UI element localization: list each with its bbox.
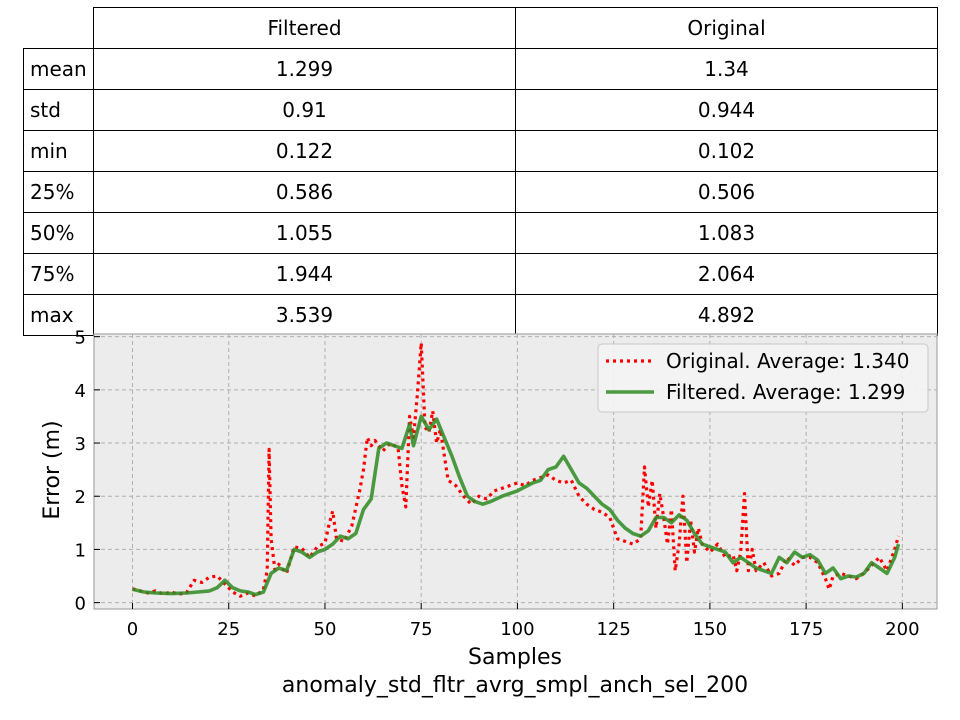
y-tick-label: 3	[75, 434, 86, 455]
filtered-value: 3.539	[93, 294, 516, 336]
row-label: std	[23, 89, 94, 131]
chart-caption: anomaly_std_fltr_avrg_smpl_anch_sel_200	[282, 673, 748, 698]
row-label: mean	[23, 48, 94, 90]
legend-box	[597, 343, 929, 413]
table-row: 50% 1.055 1.083	[23, 212, 938, 254]
x-tick-label: 75	[410, 619, 433, 640]
column-header-original: Original	[515, 7, 938, 49]
x-tick-label: 100	[500, 619, 534, 640]
column-header-filtered: Filtered	[93, 7, 516, 49]
table-row: min 0.122 0.102	[23, 130, 938, 172]
table-header-row: Filtered Original	[24, 7, 938, 49]
filtered-series-line	[132, 414, 901, 597]
original-value: 0.102	[515, 130, 938, 172]
x-tick-label: 25	[217, 619, 240, 640]
legend-original-label: Original. Average: 1.340	[666, 349, 909, 373]
x-tick-label: 50	[314, 619, 337, 640]
x-axis-label: Samples	[468, 645, 562, 670]
row-label: 25%	[23, 171, 94, 213]
original-value: 1.083	[515, 212, 938, 254]
x-tick-label: 150	[693, 619, 727, 640]
original-series-line	[132, 341, 901, 598]
stats-table: Filtered Original mean 1.299 1.34 std 0.…	[23, 7, 938, 336]
filtered-value: 0.122	[93, 130, 516, 172]
y-tick-label: 2	[75, 487, 86, 508]
y-axis-label: Error (m)	[40, 420, 65, 519]
x-tick-label: 125	[596, 619, 630, 640]
table-row: 75% 1.944 2.064	[23, 253, 938, 295]
x-tick-label: 200	[885, 619, 919, 640]
y-tick-label: 5	[75, 328, 86, 349]
x-tick-label: 0	[127, 619, 138, 640]
table-row: 25% 0.586 0.506	[23, 171, 938, 213]
y-tick-label: 0	[75, 594, 86, 615]
series-layer	[132, 341, 901, 598]
legend-filtered-label: Filtered. Average: 1.299	[666, 380, 905, 404]
x-tick-label: 175	[789, 619, 823, 640]
row-label: 75%	[23, 253, 94, 295]
y-tick-label: 4	[75, 381, 86, 402]
table-row: max 3.539 4.892	[23, 294, 938, 336]
legend: Original. Average: 1.340 Filtered. Averag…	[597, 343, 929, 413]
axis-ticks: 0 25 50 75 100 125 150 175 200 0 1 2 3 4 5	[75, 328, 920, 640]
y-tick-label: 1	[75, 540, 86, 561]
